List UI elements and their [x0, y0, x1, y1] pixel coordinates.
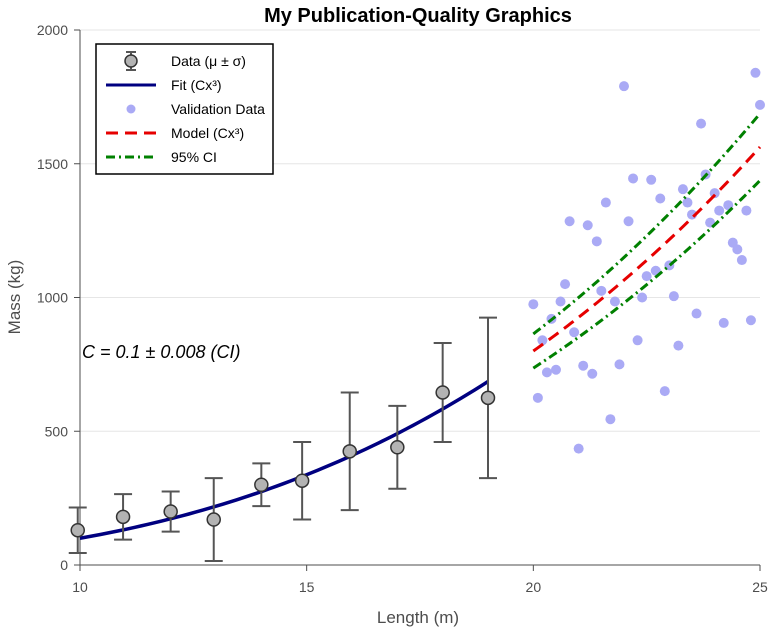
legend-label: Validation Data [171, 101, 265, 117]
validation-point [718, 317, 729, 328]
y-tick-label: 2000 [37, 22, 68, 38]
validation-point [569, 327, 580, 338]
validation-point [691, 308, 702, 319]
validation-point [564, 216, 575, 227]
validation-point [537, 335, 548, 346]
data-point [435, 385, 450, 400]
validation-point [632, 335, 643, 346]
validation-point [655, 193, 666, 204]
validation-point [609, 296, 620, 307]
validation-point [573, 443, 584, 454]
validation-point [596, 285, 607, 296]
validation-point [582, 220, 593, 231]
validation-point [646, 174, 657, 185]
y-tick-label: 0 [60, 557, 68, 573]
chart-title: My Publication-Quality Graphics [264, 5, 572, 27]
validation-point [755, 99, 765, 110]
validation-point [750, 67, 761, 78]
data-point [342, 444, 357, 459]
data-point [206, 512, 221, 527]
validation-point [555, 296, 566, 307]
x-tick-label: 10 [72, 579, 88, 595]
legend-label: Fit (Cx³) [171, 77, 222, 93]
validation-point [741, 205, 752, 216]
validation-point [637, 292, 648, 303]
validation-point [532, 392, 543, 403]
x-axis-label: Length (m) [377, 608, 459, 627]
legend-box [95, 43, 274, 175]
data-point [115, 509, 131, 525]
data-point [254, 477, 269, 492]
legend-swatch-marker [124, 54, 138, 68]
validation-point [668, 291, 679, 302]
validation-point [587, 368, 598, 379]
legend-label: 95% CI [171, 149, 217, 165]
validation-point [659, 386, 670, 397]
validation-point [560, 279, 571, 290]
model-curve [532, 146, 762, 353]
validation-point [541, 367, 552, 378]
validation-point [528, 299, 539, 310]
marks [68, 67, 765, 562]
validation-point [578, 360, 589, 371]
ticks: 10 15 20 25 0 500 1000 1500 2000 [37, 22, 768, 595]
validation-point [714, 205, 725, 216]
y-tick-label: 500 [45, 423, 69, 439]
data-point [163, 504, 178, 519]
validation-point [591, 236, 602, 247]
data-point [294, 473, 310, 488]
legend: Data (μ ± σ) Fit (Cx³) Validation Data Mode… [95, 43, 274, 175]
ci-lower-curve [532, 179, 762, 370]
validation-point [696, 118, 707, 129]
data-point [390, 440, 405, 455]
validation-point [736, 255, 747, 266]
validation-point [628, 173, 639, 184]
legend-label: Data (μ ± σ) [171, 53, 246, 69]
validation-point [600, 197, 611, 208]
x-tick-label: 25 [752, 579, 768, 595]
validation-point [605, 414, 616, 425]
y-axis-label: Mass (kg) [5, 260, 24, 335]
validation-point [623, 216, 634, 227]
fit-curve [79, 380, 489, 540]
x-tick-label: 20 [526, 579, 542, 595]
y-tick-label: 1000 [37, 290, 68, 306]
validation-point [673, 340, 684, 351]
validation-point [682, 197, 693, 208]
validation-point [619, 81, 629, 92]
coefficient-annotation: C = 0.1 ± 0.008 (CI) [82, 342, 240, 362]
data-point [70, 522, 85, 538]
validation-point [551, 364, 561, 375]
validation-point [641, 271, 652, 282]
validation-point [732, 244, 743, 255]
validation-point [677, 184, 688, 195]
x-tick-label: 15 [299, 579, 315, 595]
data-point [480, 390, 496, 406]
validation-point [614, 359, 625, 370]
legend-label: Model (Cx³) [171, 125, 244, 141]
y-tick-label: 1500 [37, 156, 68, 172]
validation-point [745, 315, 756, 326]
legend-swatch-marker [126, 104, 136, 114]
